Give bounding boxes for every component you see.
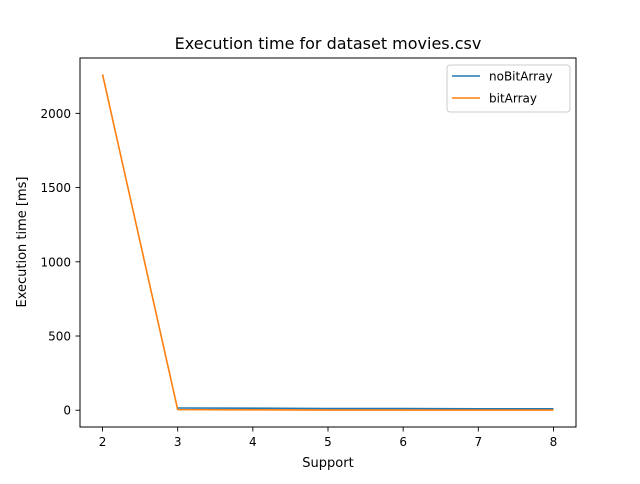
y-tick-label: 1500: [40, 181, 71, 195]
y-tick-label: 2000: [40, 107, 71, 121]
x-tick-label: 3: [174, 435, 182, 449]
series-line-noBitArray: [177, 407, 554, 410]
chart-title: Execution time for dataset movies.csv: [175, 34, 482, 53]
plot-area: 2 3 4 5 6 7 8 0 500 1000 1500 2000: [40, 57, 577, 449]
x-tick-label: 8: [550, 435, 558, 449]
x-tick-label: 4: [249, 435, 257, 449]
y-tick-label: 1000: [40, 255, 71, 269]
y-axis-label: Execution time [ms]: [15, 176, 30, 307]
x-tick-label: 5: [324, 435, 332, 449]
legend-label-noBitArray: noBitArray: [489, 70, 553, 84]
x-tick-label: 7: [474, 435, 482, 449]
x-axis-label: Support: [302, 456, 353, 471]
legend-label-bitArray: bitArray: [489, 92, 537, 106]
x-tick-label: 2: [99, 435, 107, 449]
y-tick-label: 500: [48, 330, 71, 344]
y-tick-label: 0: [63, 404, 71, 418]
series-line-bitArray: [101, 74, 554, 411]
x-tick-label: 6: [399, 435, 407, 449]
legend: noBitArray bitArray: [446, 64, 571, 113]
